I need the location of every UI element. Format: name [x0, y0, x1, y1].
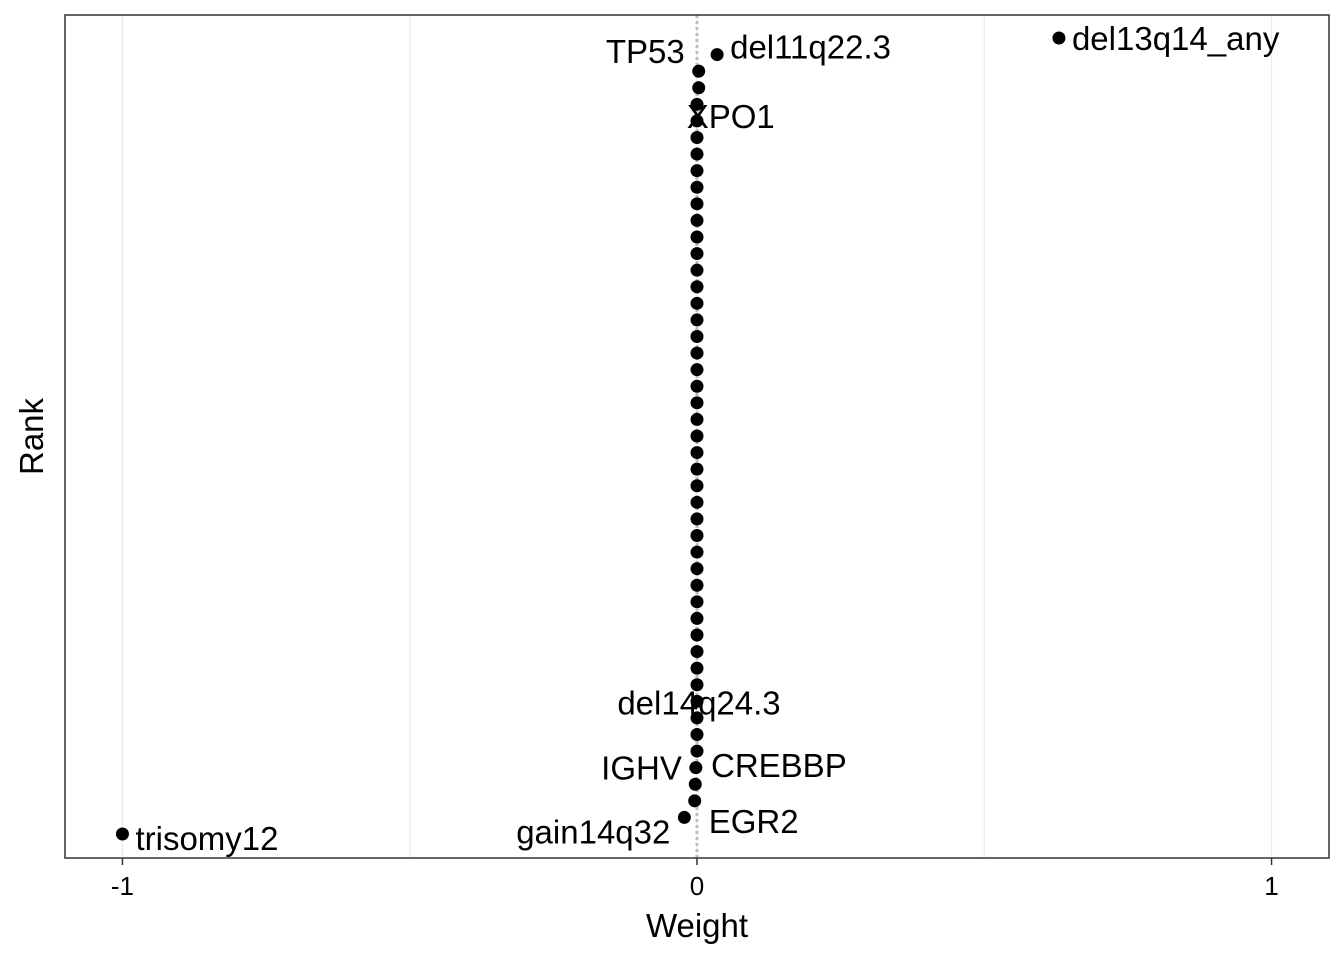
point-label: EGR2: [709, 803, 799, 840]
data-point: [710, 48, 724, 62]
point-label: IGHV: [601, 750, 682, 787]
data-point: [690, 131, 704, 144]
data-point: [690, 197, 704, 211]
data-point: [690, 578, 704, 592]
data-point: [690, 529, 704, 542]
data-point: [690, 180, 704, 194]
data-point: [690, 97, 704, 111]
data-point: [690, 363, 704, 377]
data-point: [690, 346, 704, 360]
data-point: [690, 562, 704, 576]
x-axis-ticks: -1 0 1: [111, 858, 1279, 901]
point-label: trisomy12: [135, 820, 278, 857]
data-point: [690, 164, 704, 178]
data-point: [690, 263, 704, 277]
data-point: [690, 213, 704, 227]
data-point: [690, 661, 704, 675]
data-point: [677, 810, 691, 824]
x-tick-label: 0: [690, 871, 704, 901]
x-tick-label: -1: [111, 871, 134, 901]
data-point: [690, 446, 704, 460]
data-point: [690, 313, 704, 327]
data-point: [690, 462, 704, 476]
data-point: [690, 429, 704, 443]
data-point: [690, 545, 704, 559]
data-points: [115, 31, 1066, 841]
data-point: [690, 247, 704, 261]
data-point: [690, 330, 704, 343]
data-point: [690, 495, 704, 509]
point-label: del11q22.3: [730, 29, 891, 66]
data-point: [690, 595, 704, 609]
data-point: [692, 64, 706, 78]
data-point: [688, 794, 702, 808]
data-point: [690, 396, 704, 410]
data-point: [690, 728, 704, 741]
data-point: [690, 628, 704, 642]
data-point: [689, 761, 703, 775]
data-point: [690, 379, 704, 393]
data-point: [690, 744, 704, 758]
point-label: CREBBP: [711, 747, 847, 784]
data-point: [690, 512, 704, 526]
data-point: [690, 412, 704, 426]
data-point: [115, 827, 129, 841]
point-label: gain14q32: [516, 813, 670, 850]
x-tick-label: 1: [1264, 871, 1278, 901]
data-point: [690, 230, 704, 244]
data-point: [688, 777, 702, 791]
data-point: [1052, 31, 1066, 45]
point-label: XPO1: [687, 98, 775, 135]
data-point: [692, 81, 706, 95]
data-point: [690, 147, 704, 161]
data-point: [690, 711, 704, 725]
data-point: [690, 645, 704, 659]
data-point: [690, 678, 704, 692]
data-point: [690, 479, 704, 493]
x-axis-title: Weight: [646, 907, 748, 944]
point-label: del13q14_any: [1072, 20, 1280, 57]
data-point: [690, 114, 704, 128]
data-point: [690, 611, 704, 625]
data-point: [690, 280, 704, 294]
point-label: TP53: [606, 33, 685, 70]
data-point: [690, 694, 704, 708]
y-axis-title: Rank: [13, 397, 50, 475]
point-label: del14q24.3: [617, 685, 780, 722]
data-point: [690, 296, 704, 310]
